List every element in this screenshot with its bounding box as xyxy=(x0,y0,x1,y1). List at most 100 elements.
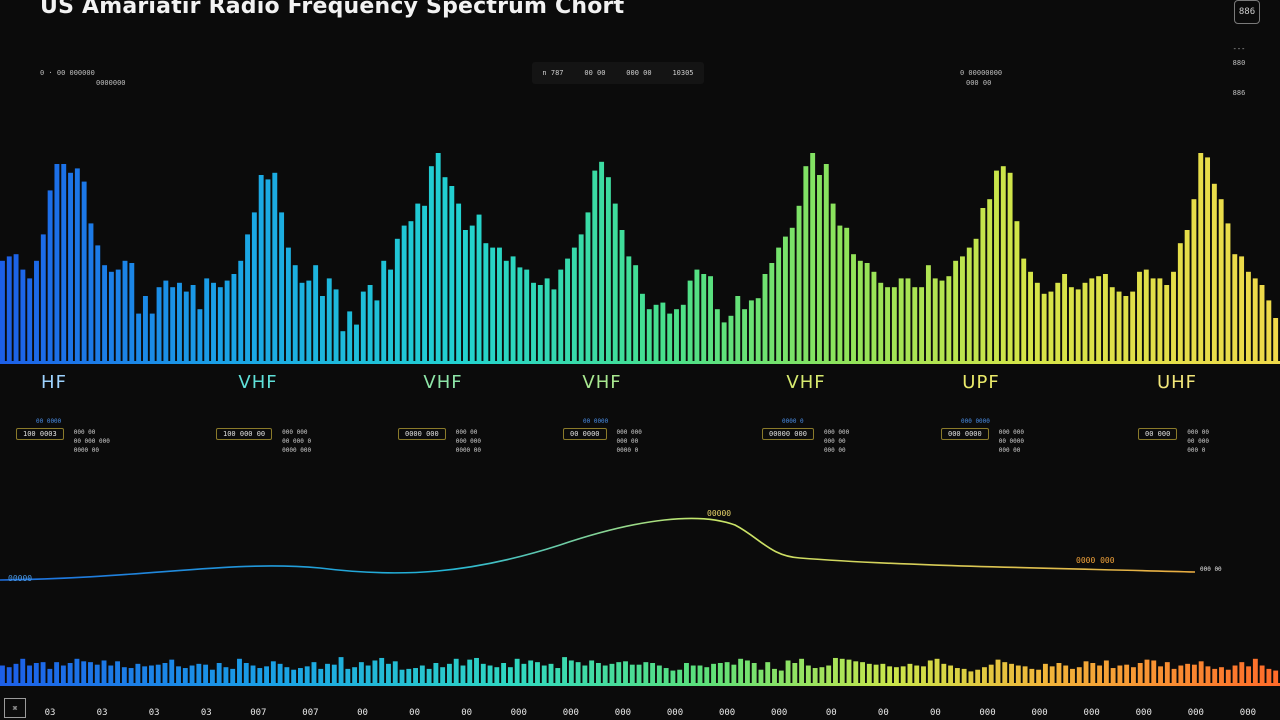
corner-menu-button[interactable]: 886 xyxy=(1234,0,1260,24)
band-desc-line: 000 000 xyxy=(616,429,642,436)
bottom-spectrum-bar-152 xyxy=(1022,666,1028,684)
curve-left-label: 00000 xyxy=(8,574,33,583)
side-item-1[interactable]: --- xyxy=(1232,45,1246,53)
band-description: 000 00 00 000 000 0 xyxy=(1187,428,1209,455)
top-spectrum-bar-166 xyxy=(1123,296,1129,362)
top-spectrum-bar-30 xyxy=(197,309,203,362)
bottom-spectrum-bar-122 xyxy=(819,667,825,684)
top-legend-item-4[interactable]: 10305 xyxy=(672,69,694,77)
x-tick-label: 00 xyxy=(929,708,941,718)
bottom-spectrum-bar-70 xyxy=(467,659,473,684)
band-range-box[interactable]: 100 0003 xyxy=(16,428,64,440)
top-spectrum-bar-34 xyxy=(224,280,230,362)
top-spectrum-bar-152 xyxy=(1028,271,1033,362)
bottom-spectrum-bar-145 xyxy=(975,669,981,684)
top-spectrum-bar-11 xyxy=(68,172,73,362)
top-spectrum-bar-77 xyxy=(517,267,523,362)
bottom-spectrum-bar-31 xyxy=(203,664,209,684)
top-legend-item-3[interactable]: 000 00 xyxy=(626,69,652,77)
top-spectrum-bar-91 xyxy=(612,203,618,362)
top-spectrum-bar-18 xyxy=(115,269,121,362)
top-spectrum-bar-181 xyxy=(1225,223,1231,362)
x-tick-label: 03 xyxy=(148,708,160,718)
band-range-box[interactable]: 00000 000 xyxy=(762,428,814,440)
top-spectrum-bar-130 xyxy=(878,282,884,362)
bottom-spectrum-bar-37 xyxy=(243,663,249,684)
bottom-spectrum-bar-27 xyxy=(176,666,181,684)
x-tick-label: 007 xyxy=(302,708,319,718)
band-description: 000 00 000 000 0000 00 xyxy=(456,428,481,455)
top-spectrum-bar-101 xyxy=(680,304,686,362)
bottom-spectrum-bar-153 xyxy=(1029,668,1035,684)
bottom-spectrum-bar-159 xyxy=(1070,668,1075,684)
band-desc-line: 000 000 xyxy=(455,438,482,445)
top-spectrum-bar-175 xyxy=(1184,230,1190,362)
top-spectrum-bar-94 xyxy=(633,265,639,362)
top-spectrum-bar-139 xyxy=(939,280,945,362)
top-spectrum-bar-110 xyxy=(742,309,748,362)
bottom-spectrum-bar-148 xyxy=(995,659,1001,684)
bottom-spectrum-bar-67 xyxy=(446,663,452,684)
band-range-box[interactable]: 0000 000 xyxy=(398,428,446,440)
top-spectrum-bar-145 xyxy=(980,208,986,362)
side-item-3[interactable]: 886 xyxy=(1232,89,1246,97)
top-legend-item-2[interactable]: 00 00 xyxy=(584,69,606,77)
top-spectrum-bar-115 xyxy=(776,247,782,362)
x-tick-label: 000 xyxy=(1031,708,1048,718)
bottom-spectrum-bar-154 xyxy=(1036,669,1042,684)
band-range-box[interactable]: 100 000 00 xyxy=(216,428,273,440)
top-spectrum-bar-121 xyxy=(817,175,822,362)
top-spectrum-bar-157 xyxy=(1062,274,1068,362)
bottom-spectrum-bar-171 xyxy=(1151,660,1157,684)
bottom-spectrum-bar-135 xyxy=(907,663,913,684)
bottom-spectrum-bar-121 xyxy=(812,668,818,684)
top-spectrum-bar-6 xyxy=(34,260,39,362)
band-note xyxy=(398,418,481,428)
top-spectrum-bar-84 xyxy=(565,258,571,362)
top-spectrum-bar-79 xyxy=(531,282,536,362)
top-spectrum-bar-88 xyxy=(592,170,598,362)
bottom-spectrum-bar-100 xyxy=(670,670,676,684)
bottom-spectrum-bar-132 xyxy=(887,666,893,684)
top-spectrum-bar-93 xyxy=(626,256,632,362)
side-item-2[interactable]: 880 xyxy=(1232,59,1246,67)
bottom-spectrum-bar-113 xyxy=(758,669,764,684)
band-range-box[interactable]: 00 000 xyxy=(1138,428,1178,440)
bottom-spectrum-bar-136 xyxy=(914,665,920,684)
top-spectrum-bar-10 xyxy=(61,164,67,362)
top-legend-item-1[interactable]: n 787 xyxy=(542,69,564,77)
curve-peak-label: 00000 xyxy=(707,509,732,518)
band-desc-line: 000 00 xyxy=(73,429,96,436)
bottom-spectrum-bar-44 xyxy=(291,669,297,684)
top-spectrum-bar-57 xyxy=(381,260,387,362)
x-tick-label: 000 xyxy=(1135,708,1152,718)
top-spectrum-bar-112 xyxy=(755,298,761,362)
top-spectrum-bar-62 xyxy=(415,203,421,362)
top-spectrum-bar-7 xyxy=(40,234,46,362)
band-info-upf: 000 0000 000 0000 000 000 00 0000 000 00 xyxy=(941,418,1024,455)
top-spectrum-bar-178 xyxy=(1205,157,1211,362)
corner-logo-icon: ⌘ xyxy=(4,698,26,718)
top-spectrum-bar-125 xyxy=(844,227,850,362)
bottom-spectrum-bar-155 xyxy=(1042,663,1048,684)
top-spectrum-bar-108 xyxy=(728,315,734,362)
bottom-spectrum-bar-111 xyxy=(744,660,750,684)
band-label-vhf-1: VHF xyxy=(238,372,278,393)
bottom-spectrum-bar-63 xyxy=(419,665,425,684)
bottom-spectrum-bar-102 xyxy=(684,663,689,684)
bottom-spectrum-bar-17 xyxy=(108,665,114,684)
top-spectrum-bar-72 xyxy=(483,243,489,362)
band-desc-line: 0000 0 xyxy=(616,447,639,454)
bottom-spectrum-bar-47 xyxy=(311,662,317,684)
x-tick-label: 03 xyxy=(200,708,212,718)
x-tick-label: 000 xyxy=(1239,708,1257,718)
bottom-spectrum-bar-187 xyxy=(1259,665,1265,684)
band-range-box[interactable]: 00 0000 xyxy=(563,428,607,440)
bottom-spectrum-bar-185 xyxy=(1246,666,1252,684)
bottom-spectrum-bar-179 xyxy=(1205,666,1211,684)
top-spectrum-bar-180 xyxy=(1218,199,1224,362)
bottom-spectrum-bar-137 xyxy=(921,666,926,684)
band-range-box[interactable]: 000 0000 xyxy=(941,428,989,440)
top-spectrum-bar-36 xyxy=(238,260,244,362)
band-desc-line: 0000 00 xyxy=(455,447,482,454)
